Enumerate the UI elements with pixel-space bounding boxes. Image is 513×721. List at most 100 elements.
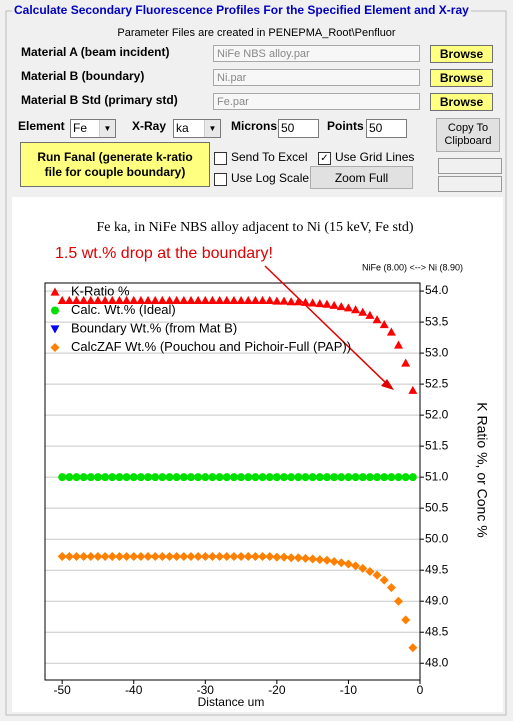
chart-title: Fe ka, in NiFe NBS alloy adjacent to Ni … xyxy=(96,220,413,235)
data-point xyxy=(358,563,368,573)
data-point xyxy=(408,473,417,482)
checkbox[interactable]: ✓ xyxy=(318,152,331,165)
y-tick-label: 49.0 xyxy=(425,593,449,607)
data-point xyxy=(358,307,368,316)
data-point xyxy=(394,596,404,606)
data-point xyxy=(144,473,153,482)
run-button[interactable]: Run Fanal (generate k-ratio file for cou… xyxy=(20,142,210,187)
data-point xyxy=(265,552,275,562)
data-point xyxy=(72,473,81,482)
data-point xyxy=(186,473,195,482)
browse-button[interactable]: Browse xyxy=(430,45,493,63)
dropdown-arrow: ▼ xyxy=(204,120,220,137)
data-point xyxy=(107,295,117,304)
data-point xyxy=(287,473,296,482)
legend-marker xyxy=(51,306,59,315)
data-point xyxy=(272,296,282,305)
data-point xyxy=(57,552,67,562)
data-point xyxy=(286,553,296,563)
checkbox-label: Send To Excel xyxy=(231,150,308,164)
data-point xyxy=(315,555,325,565)
data-point xyxy=(172,552,182,562)
data-point xyxy=(308,554,318,564)
data-point xyxy=(79,473,88,482)
y-tick-label: 48.5 xyxy=(425,624,449,638)
data-point xyxy=(222,473,231,482)
data-point xyxy=(322,555,332,565)
data-point xyxy=(193,295,203,304)
material-file[interactable]: Ni.par xyxy=(213,69,420,86)
y-tick-label: 50.0 xyxy=(425,531,449,545)
material-file[interactable]: Fe.par xyxy=(213,93,420,110)
element-select[interactable]: Fe ▼ xyxy=(70,119,116,138)
x-tick-label: -40 xyxy=(125,683,143,697)
arrow-head xyxy=(381,379,394,390)
y-tick-label: 50.5 xyxy=(425,500,449,514)
copy-button[interactable]: Copy To Clipboard xyxy=(436,118,500,152)
data-point xyxy=(258,295,268,304)
data-point xyxy=(373,473,382,482)
y-tick-label: 53.0 xyxy=(425,345,449,359)
y-tick-label: 52.5 xyxy=(425,376,449,390)
window-title: Calculate Secondary Fluorescence Profile… xyxy=(12,3,471,17)
data-point xyxy=(79,295,89,304)
data-point xyxy=(215,295,225,304)
data-point xyxy=(329,300,339,309)
data-point xyxy=(207,552,217,562)
data-point xyxy=(408,385,418,394)
data-point xyxy=(286,297,296,306)
material-file[interactable]: NiFe NBS alloy.par xyxy=(213,45,420,62)
data-point xyxy=(122,552,132,562)
data-point xyxy=(108,473,117,482)
material-label: Material A (beam incident) xyxy=(21,45,170,59)
y-tick-label: 54.0 xyxy=(425,283,449,297)
data-point xyxy=(343,559,353,569)
data-point xyxy=(258,473,267,482)
data-point xyxy=(208,473,217,482)
data-point xyxy=(372,570,382,580)
data-point xyxy=(351,305,361,314)
data-point xyxy=(201,473,210,482)
data-point xyxy=(64,295,74,304)
data-point xyxy=(158,473,167,482)
legend-label: K-Ratio % xyxy=(71,283,130,298)
browse-button[interactable]: Browse xyxy=(430,69,493,87)
browse-button[interactable]: Browse xyxy=(430,93,493,111)
data-point xyxy=(365,566,375,576)
xray-select[interactable]: ka ▼ xyxy=(173,119,221,138)
microns-input[interactable]: 50 xyxy=(278,119,319,138)
data-point xyxy=(172,473,181,482)
data-point xyxy=(200,552,210,562)
annotation: 1.5 wt.% drop at the boundary! xyxy=(55,245,273,262)
data-point xyxy=(100,552,110,562)
data-point xyxy=(408,643,418,653)
plot-frame xyxy=(44,282,421,681)
data-point xyxy=(79,552,89,562)
data-point xyxy=(387,473,396,482)
data-point xyxy=(401,358,411,367)
checkbox[interactable] xyxy=(214,152,227,165)
points-input[interactable]: 50 xyxy=(366,119,407,138)
data-point xyxy=(179,552,189,562)
y-tick-label: 51.0 xyxy=(425,469,449,483)
zoom-button[interactable]: Zoom Full xyxy=(310,166,413,189)
data-point xyxy=(237,473,246,482)
data-point xyxy=(136,552,146,562)
data-point xyxy=(100,295,110,304)
data-point xyxy=(143,295,153,304)
data-point xyxy=(379,320,389,329)
data-point xyxy=(129,552,139,562)
data-point xyxy=(322,299,332,308)
checkbox[interactable] xyxy=(214,173,227,186)
data-point xyxy=(279,552,289,562)
data-point xyxy=(101,473,110,482)
data-point xyxy=(165,552,175,562)
data-point xyxy=(143,552,153,562)
data-point xyxy=(351,473,360,482)
data-point xyxy=(272,552,282,562)
data-point xyxy=(265,295,275,304)
y-tick-label: 49.5 xyxy=(425,562,449,576)
data-point xyxy=(107,552,117,562)
data-point xyxy=(57,295,67,304)
